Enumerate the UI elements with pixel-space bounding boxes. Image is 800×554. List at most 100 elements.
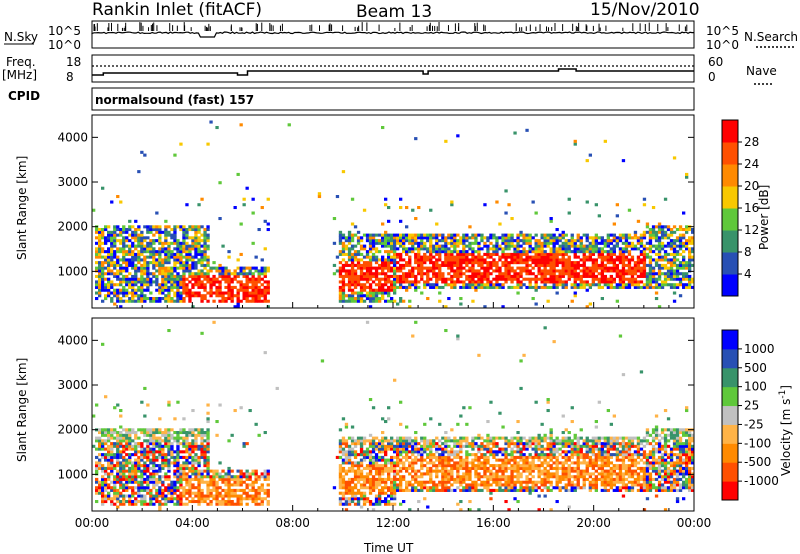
power-cell — [432, 263, 436, 267]
velocity-cell — [146, 455, 150, 459]
velocity-cell — [365, 500, 370, 504]
power-cell — [408, 263, 412, 267]
power-cell — [350, 258, 355, 262]
velocity-cell — [245, 477, 249, 481]
power-cell — [122, 258, 126, 262]
power-cell — [582, 233, 586, 237]
velocity-cell — [137, 486, 141, 490]
power-cell — [143, 297, 147, 301]
power-cell — [116, 272, 120, 276]
power-cell — [591, 263, 596, 267]
velocity-cell — [393, 461, 397, 465]
velocity-cell — [393, 497, 397, 501]
power-cell — [399, 258, 403, 262]
power-cell — [516, 274, 520, 278]
power-cell — [140, 247, 144, 251]
power-cell — [492, 244, 496, 248]
velocity-cell — [405, 436, 409, 440]
power-cell — [393, 252, 397, 256]
power-cell — [678, 233, 683, 237]
power-cell — [140, 288, 144, 292]
velocity-cell — [224, 494, 228, 498]
power-cell — [338, 269, 343, 273]
velocity-cell — [344, 425, 349, 429]
power-cell — [107, 252, 111, 256]
velocity-cell — [347, 458, 352, 462]
power-cell — [245, 277, 249, 281]
power-cell — [615, 274, 620, 278]
velocity-cell — [384, 464, 388, 468]
power-cell — [678, 272, 683, 276]
power-cell — [405, 274, 409, 278]
velocity-cell — [411, 453, 415, 457]
velocity-cell — [158, 444, 162, 448]
power-cell — [486, 236, 490, 240]
power-cell — [206, 272, 210, 276]
power-cell — [182, 239, 186, 243]
power-cell — [609, 239, 614, 243]
power-cell — [245, 272, 249, 276]
power-cell — [194, 261, 198, 265]
power-cell — [474, 233, 478, 237]
power-cell — [507, 236, 511, 240]
power-cell — [158, 225, 162, 229]
velocity-cell — [134, 464, 138, 468]
velocity-cell — [134, 491, 138, 495]
velocity-cell — [387, 461, 391, 465]
power-cell — [191, 272, 195, 276]
velocity-cell — [116, 442, 120, 446]
velocity-cell — [359, 505, 364, 509]
power-cell — [672, 272, 677, 276]
power-cell — [239, 123, 243, 127]
power-cell — [645, 272, 650, 276]
velocity-cell — [338, 466, 343, 470]
velocity-cell — [179, 442, 183, 446]
power-cell — [338, 236, 343, 240]
velocity-cell — [128, 497, 132, 501]
power-cell — [489, 252, 493, 256]
power-cell — [657, 222, 662, 226]
velocity-cell — [158, 508, 162, 512]
power-cell — [558, 236, 562, 240]
power-cell — [122, 225, 126, 229]
power-cell — [495, 236, 499, 240]
power-cell — [245, 288, 249, 292]
velocity-cell — [245, 475, 249, 479]
power-cell — [549, 272, 553, 276]
power-cell — [149, 239, 153, 243]
power-cell — [381, 263, 385, 267]
power-cell — [685, 274, 689, 278]
velocity-cell — [420, 488, 424, 492]
freq-panel: Freq. [MHz] 18 8 60 0 Nave — [2, 54, 777, 85]
power-cell — [468, 277, 472, 281]
velocity-cell — [164, 433, 168, 437]
power-cell — [170, 241, 174, 245]
power-cell — [609, 269, 614, 273]
power-cell — [688, 258, 692, 262]
power-cell — [519, 285, 523, 289]
power-cell — [266, 288, 270, 292]
power-cell — [558, 274, 562, 278]
power-cell — [519, 244, 523, 248]
power-cell — [636, 219, 641, 223]
power-cell — [95, 252, 99, 256]
velocity-cell — [140, 469, 144, 473]
power-cell — [639, 272, 644, 276]
power-cell — [338, 299, 343, 303]
velocity-cell — [110, 466, 114, 470]
power-cell — [381, 236, 385, 240]
velocity-cell — [381, 417, 385, 421]
power-cell — [176, 297, 180, 301]
velocity-cell — [441, 477, 445, 481]
velocity-cell — [143, 486, 147, 490]
power-cell — [672, 285, 677, 289]
power-cell — [137, 244, 141, 248]
power-cell — [438, 274, 442, 278]
velocity-cell — [230, 477, 234, 481]
power-cell — [438, 233, 442, 237]
velocity-cell — [371, 477, 376, 481]
power-cell — [344, 252, 349, 256]
power-cell — [648, 274, 653, 278]
power-cell — [621, 233, 626, 237]
power-cell — [594, 203, 599, 207]
